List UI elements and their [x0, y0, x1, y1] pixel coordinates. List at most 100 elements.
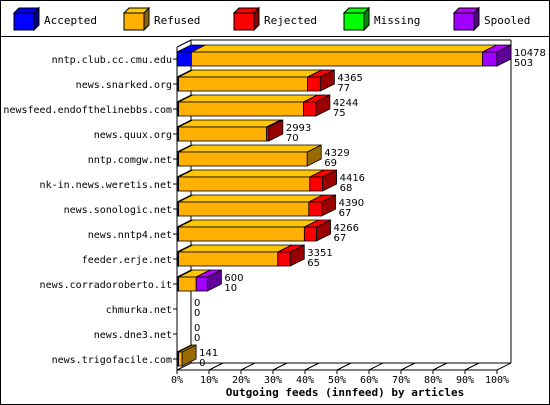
category-label-newsfeed-endofthelinebbs-com: newsfeed.endofthelinebbs.com: [3, 105, 172, 116]
bar-row-newsfeed-endofthelinebbs-com: [176, 94, 331, 117]
bar-value-label-bottom: 67: [339, 208, 352, 219]
plot-area: 0% 10% 20% 30% 40% 50% 60% 70% 80% 90% 100%: [171, 39, 512, 386]
floor-tick-line: [304, 362, 320, 371]
bar-side: [181, 344, 197, 367]
bar-segment-refused: [178, 276, 197, 292]
bar-side: [322, 169, 338, 192]
bar-side: [496, 44, 512, 67]
y-axis-top-edge: [176, 39, 192, 48]
bar-row-news-quux-org: [176, 119, 284, 142]
bar-row-nk-in-news-weretis-net: [176, 169, 338, 192]
bar-value-label-bottom: 0: [194, 333, 200, 344]
category-label-news-nntp4-net: news.nntp4.net: [88, 230, 172, 241]
x-tick-label: 10%: [200, 375, 218, 386]
bar-side: [315, 94, 331, 117]
x-tick-label: 40%: [296, 375, 314, 386]
legend-swatch: [233, 12, 255, 31]
legend-swatch: [123, 12, 145, 31]
x-tick-label: 90%: [456, 375, 474, 386]
legend-swatch: [343, 12, 365, 31]
bar-value-label-top: 4244: [333, 98, 358, 109]
bar-value-label-top: 4329: [324, 148, 349, 159]
bar-segment-rejected: [302, 101, 317, 117]
category-label-news-trigofacile-com: news.trigofacile.com: [52, 355, 172, 366]
x-tick-label: 30%: [264, 375, 282, 386]
category-label-nntp-club-cc-cmu-edu: nntp.club.cc.cmu.edu: [52, 55, 172, 66]
bar-value-label-top: 2993: [286, 123, 311, 134]
category-label-news-dne3-net: news.dne3.net: [94, 330, 172, 341]
category-label-news-quux-org: news.quux.org: [94, 130, 172, 141]
bar-side: [206, 269, 222, 292]
bar-segment-refused: [178, 101, 304, 117]
bar-segment-refused: [190, 51, 484, 67]
x-tick-label: 0%: [171, 375, 183, 386]
bar-row-news-corradoroberto-it: [176, 269, 222, 292]
bar-segment-rejected: [307, 76, 321, 92]
bar-value-label-bottom: 503: [514, 58, 533, 69]
floor-tick-line: [464, 362, 480, 371]
bar-top-refused: [191, 44, 497, 53]
category-label-feeder-erje-net: feeder.erje.net: [82, 255, 172, 266]
bar-side: [306, 144, 322, 167]
bar-top-refused: [178, 94, 318, 103]
bar-segment-refused: [178, 126, 268, 142]
bar-top-refused: [178, 244, 292, 253]
bar-side: [316, 219, 331, 242]
category-label-news-sonologic-net: news.sonologic.net: [64, 205, 172, 216]
bar-row-news-sonologic-net: [176, 194, 337, 217]
legend-swatch: [453, 12, 475, 31]
x-tick-label: 50%: [328, 375, 346, 386]
bar-top-refused: [178, 169, 324, 178]
floor-tick-line: [336, 362, 352, 371]
bar-segment-refused: [178, 201, 310, 217]
legend-item-accepted: Accepted: [12, 6, 97, 32]
bar-segment-refused: [178, 226, 305, 242]
bar-segment-refused: [178, 351, 183, 367]
bar-segment-rejected: [308, 201, 323, 217]
category-label-news-corradoroberto-it: news.corradoroberto.it: [40, 280, 172, 291]
legend: Accepted Refused Rejected Missing Spooled: [12, 6, 530, 32]
bar-segment-refused: [178, 176, 311, 192]
bars-group: [176, 44, 512, 367]
category-label-nk-in-news-weretis-net: nk-in.news.weretis.net: [40, 180, 172, 191]
category-label-chmurka-net: chmurka.net: [106, 305, 172, 316]
bar-side: [319, 69, 335, 92]
x-tick-label: 70%: [392, 375, 410, 386]
bar-segment-rejected: [277, 251, 291, 267]
x-tick-label: 60%: [360, 375, 378, 386]
bar-value-label-bottom: 67: [334, 233, 347, 244]
bar-value-label-top: 141: [199, 348, 218, 359]
bar-value-label-top: 0: [194, 323, 200, 334]
legend-item-missing: Missing: [342, 6, 420, 32]
bar-row-nntp-comgw-net: [176, 144, 322, 167]
category-label-news-snarked-org: news.snarked.org: [76, 80, 172, 91]
legend-item-refused: Refused: [122, 6, 200, 32]
floor-tick-line: [240, 362, 256, 371]
bar-row-nntp-club-cc-cmu-edu: [176, 44, 512, 67]
floor-tick-line: [400, 362, 416, 371]
bar-row-news-nntp4-net: [176, 219, 331, 242]
floor-tick-line: [368, 362, 384, 371]
bar-segment-spooled: [482, 51, 498, 67]
legend-item-spooled: Spooled: [452, 6, 530, 32]
legend-label: Refused: [154, 14, 200, 27]
bar-side: [289, 244, 305, 267]
legend-swatch: [13, 12, 35, 31]
bar-value-label-top: 3351: [307, 248, 332, 259]
bar-top-refused: [178, 194, 324, 203]
x-axis-title: Outgoing feeds (innfeed) by articles: [226, 386, 464, 399]
bar-side: [268, 119, 284, 142]
bar-value-label-top: 4416: [340, 173, 365, 184]
bar-value-label-bottom: 75: [333, 108, 346, 119]
legend-label: Spooled: [484, 14, 530, 27]
bar-segment-rejected: [309, 176, 323, 192]
bar-side: [321, 194, 337, 217]
legend-label: Accepted: [44, 14, 97, 27]
bar-value-label-top: 4365: [337, 73, 362, 84]
bar-row-news-snarked-org: [176, 69, 335, 92]
bar-segment-accepted: [176, 51, 192, 67]
bar-top-refused: [178, 219, 319, 228]
